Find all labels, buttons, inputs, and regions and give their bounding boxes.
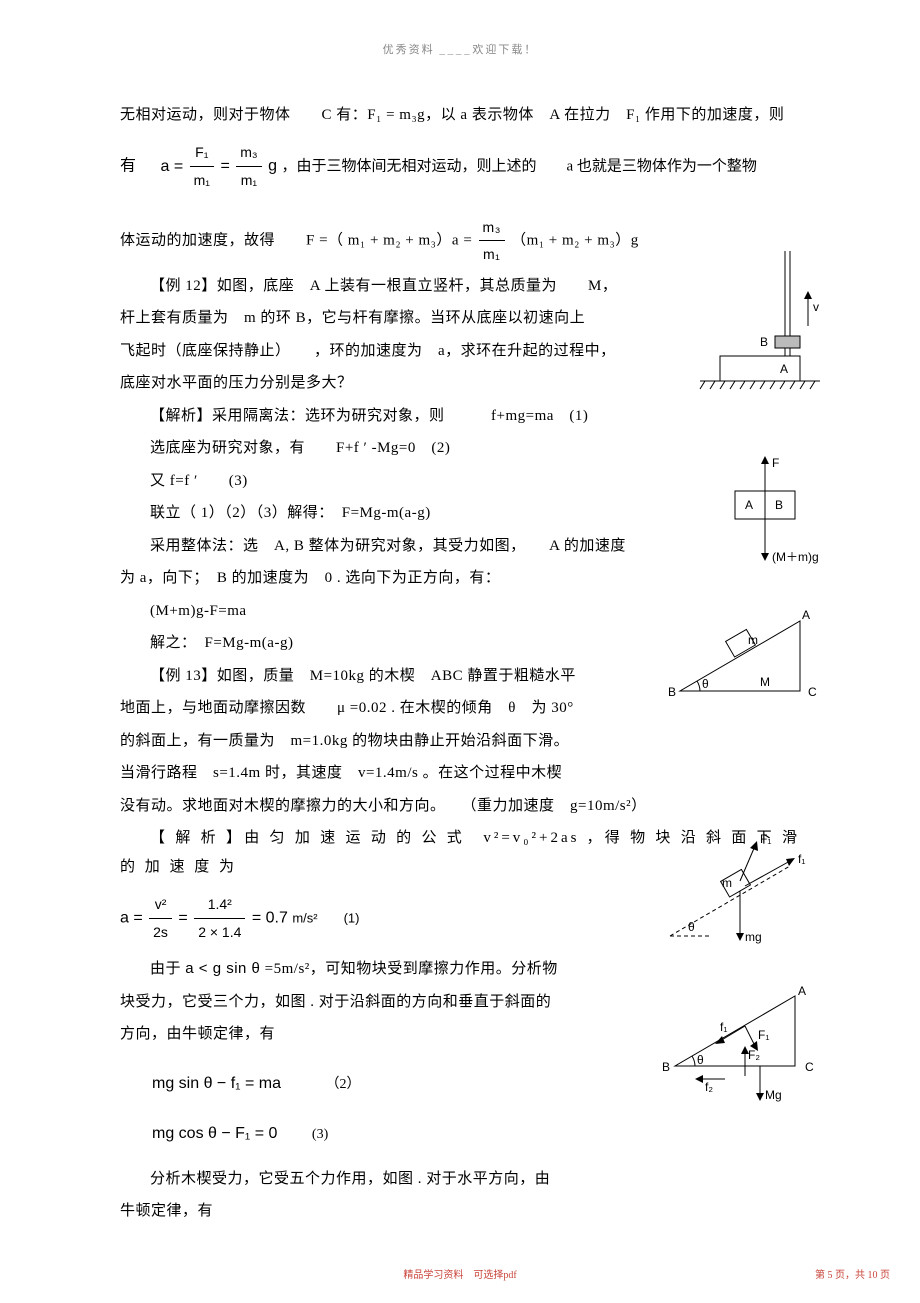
sol12-3: 又 f=f ′ (3): [120, 467, 800, 496]
eq1-eq: =: [220, 158, 234, 175]
svg-text:M: M: [760, 675, 770, 689]
svg-text:F₁: F₁: [758, 1028, 769, 1042]
ex13-5: 没有动。求地面对木楔的摩擦力的大小和方向。 （重力加速度 g=10m/s²）: [120, 792, 800, 821]
svg-text:F₂: F₂: [748, 1048, 760, 1062]
svg-text:A: A: [745, 498, 753, 512]
equation-5: mg cos θ − F₁ = 0 (3): [120, 1119, 800, 1149]
diagram-fbd-wedge: A B C θ f₁ F₁ f₂ F₂: [650, 981, 830, 1111]
diagram-3-svg: A B C M θ m: [650, 601, 830, 721]
eq3-eq2: = 0.7: [252, 910, 288, 927]
eq3-frac2: 1.4²2 × 1.4: [194, 891, 245, 945]
sol12-4: 联立（ 1）（2）（3）解得： F=Mg-m(a-g): [120, 499, 800, 528]
ex13-3: 的斜面上，有一质量为 m=1.0kg 的物块由静止开始沿斜面下滑。: [120, 727, 800, 756]
svg-text:A: A: [802, 608, 810, 622]
header-right: 欢迎下载！: [472, 44, 537, 56]
svg-text:B: B: [662, 1060, 670, 1074]
diagram-5-svg: A B C θ f₁ F₁ f₂ F₂: [650, 981, 830, 1111]
svg-text:f₁: f₁: [798, 852, 805, 866]
eq3-eq1: =: [178, 910, 192, 927]
p2b: ，由于三物体间无相对运动，则上述的 a 也就是三物体作为一个整物: [281, 159, 756, 175]
svg-text:C: C: [805, 1060, 814, 1074]
eq1-frac2: m₃m₁: [236, 139, 261, 193]
eq1-a: a =: [160, 158, 183, 175]
diagram-fbd-whole: F A B (M＋m)g: [700, 451, 830, 581]
svg-text:Mg: Mg: [765, 1088, 782, 1102]
diagram-pole-base: A B v: [690, 241, 830, 401]
diagram-fbd-block: θ m F₁ f₁ mg: [650, 821, 830, 961]
sol12-1: 【解析】采用隔离法：选环为研究对象，则 f+mg=ma (1): [120, 402, 800, 431]
p3b: （m₁ + m₂ + m₃）g: [511, 232, 639, 248]
main-content: 无相对运动，则对于物体 C 有：F₁ = m₃g，以 a 表示物体 A 在拉力 …: [120, 101, 800, 1226]
page-header: 优秀资料 _ _ _ _ 欢迎下载！: [120, 40, 800, 61]
svg-text:F₁: F₁: [760, 832, 771, 846]
sol12-2: 选底座为研究对象，有 F+f ′ -Mg=0 (2): [120, 434, 800, 463]
equation-1: 有 a = F₁m₁ = m₃m₁ g ，由于三物体间无相对运动，则上述的 a …: [120, 139, 800, 193]
eq3-frac1: v²2s: [149, 891, 172, 945]
svg-text:(M＋m)g: (M＋m)g: [772, 550, 819, 564]
svg-text:C: C: [808, 685, 817, 699]
diagram-4-svg: θ m F₁ f₁ mg: [650, 821, 830, 961]
svg-text:mg: mg: [745, 930, 762, 944]
p3a: 体运动的加速度，故得 F =（ m₁ + m₂ + m₃）a =: [120, 232, 477, 248]
svg-text:θ: θ: [688, 920, 695, 934]
sol12-5: 采用整体法：选 A, B 整体为研究对象，其受力如图， A 的加速度: [120, 532, 800, 561]
svg-text:v: v: [813, 300, 819, 314]
diagram-wedge: A B C M θ m: [650, 601, 830, 721]
eq1-lead: 有: [120, 158, 136, 175]
eq3-a: a =: [120, 910, 143, 927]
svg-text:m: m: [748, 633, 758, 647]
svg-text:f₂: f₂: [705, 1080, 713, 1094]
diagram-2-svg: F A B (M＋m)g: [700, 451, 830, 581]
eq2-frac: m₃m₁: [479, 214, 505, 268]
footer-right: 第 5 页，共 10 页: [815, 1266, 890, 1285]
svg-text:A: A: [780, 362, 788, 376]
sol12-6: 为 a，向下； B 的加速度为 0 . 选向下为正方向，有：: [120, 564, 800, 593]
eq1-g: g: [268, 158, 277, 175]
svg-text:B: B: [668, 685, 676, 699]
svg-text:F: F: [772, 456, 779, 470]
p1: 无相对运动，则对于物体 C 有：F₁ = m₃g，以 a 表示物体 A 在拉力 …: [120, 101, 800, 130]
ex13-4: 当滑行路程 s=1.4m 时，其速度 v=1.4m/s 。在这个过程中木楔: [120, 759, 800, 788]
sol13-5: 分析木楔受力，它受五个力作用，如图 . 对于水平方向，由: [120, 1165, 800, 1194]
svg-text:A: A: [798, 984, 806, 998]
svg-text:θ: θ: [702, 677, 709, 691]
footer-center: 精品学习资料 可选择pdf: [0, 1266, 920, 1285]
svg-text:θ: θ: [697, 1053, 704, 1067]
eq3-unit: m/s² (1): [292, 911, 359, 926]
sol13-6: 牛顿定律，有: [120, 1197, 800, 1226]
svg-text:B: B: [760, 335, 768, 349]
diagram-1-svg: A B v: [690, 241, 830, 401]
svg-text:B: B: [775, 498, 783, 512]
eq1-frac1: F₁m₁: [190, 139, 214, 193]
svg-text:m: m: [722, 876, 732, 890]
header-left: 优秀资料: [383, 44, 435, 56]
header-dash: _ _ _ _: [439, 44, 472, 56]
svg-text:f₁: f₁: [720, 1020, 727, 1034]
